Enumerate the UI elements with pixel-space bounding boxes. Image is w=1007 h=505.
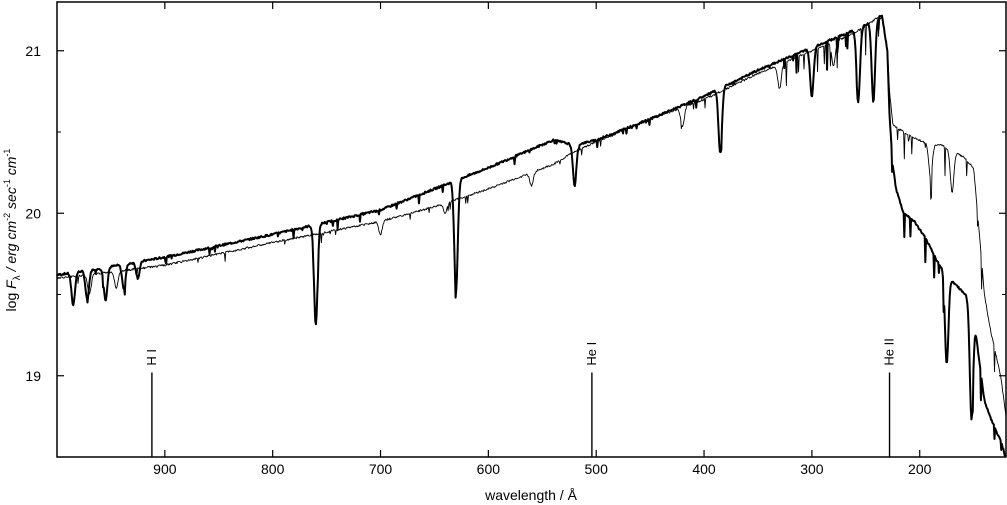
- edge-annotations: H I He I He II: [144, 338, 897, 457]
- x-tick-label: 600: [477, 461, 501, 477]
- x-tick-label: 900: [153, 461, 177, 477]
- y-axis-title-subscript: λ: [12, 275, 23, 280]
- y-tick-label: 19: [25, 368, 41, 384]
- x-tick-label: 200: [908, 461, 932, 477]
- x-tick-label: 700: [369, 461, 393, 477]
- edge-label: He I: [584, 342, 599, 366]
- x-tick-label: 500: [585, 461, 609, 477]
- y-axis-title-exp1: -2: [2, 213, 12, 221]
- y-tick-label: 20: [25, 205, 41, 221]
- y-axis-title-mid2: cm: [3, 156, 19, 179]
- y-axis-title-unit: / erg cm: [3, 221, 19, 276]
- axis-ticks: 900 800 700 600 500 400 300 200 19 20 21: [25, 2, 1006, 477]
- y-axis-title-exp3: -1: [2, 149, 12, 157]
- plot-frame: [56, 1, 1007, 458]
- edge-label: H I: [144, 349, 159, 366]
- edge-label: He II: [882, 338, 897, 365]
- y-tick-label: 21: [25, 43, 41, 59]
- x-axis-title: wavelength / Å: [484, 487, 577, 503]
- series-line-thin: [56, 17, 1007, 417]
- y-axis-title-mid: sec: [3, 187, 19, 213]
- x-tick-label: 400: [692, 461, 716, 477]
- series-group: [56, 14, 1007, 457]
- y-axis-title-symbol: F: [3, 279, 19, 289]
- x-tick-label: 300: [800, 461, 824, 477]
- y-axis-title-prefix: log: [3, 289, 19, 312]
- x-tick-label: 800: [261, 461, 285, 477]
- y-axis-title-exp2: -1: [2, 179, 12, 187]
- y-axis-title: log Fλ / erg cm-2 sec-1 cm-1: [2, 149, 23, 312]
- series-line-thick: [56, 14, 1007, 457]
